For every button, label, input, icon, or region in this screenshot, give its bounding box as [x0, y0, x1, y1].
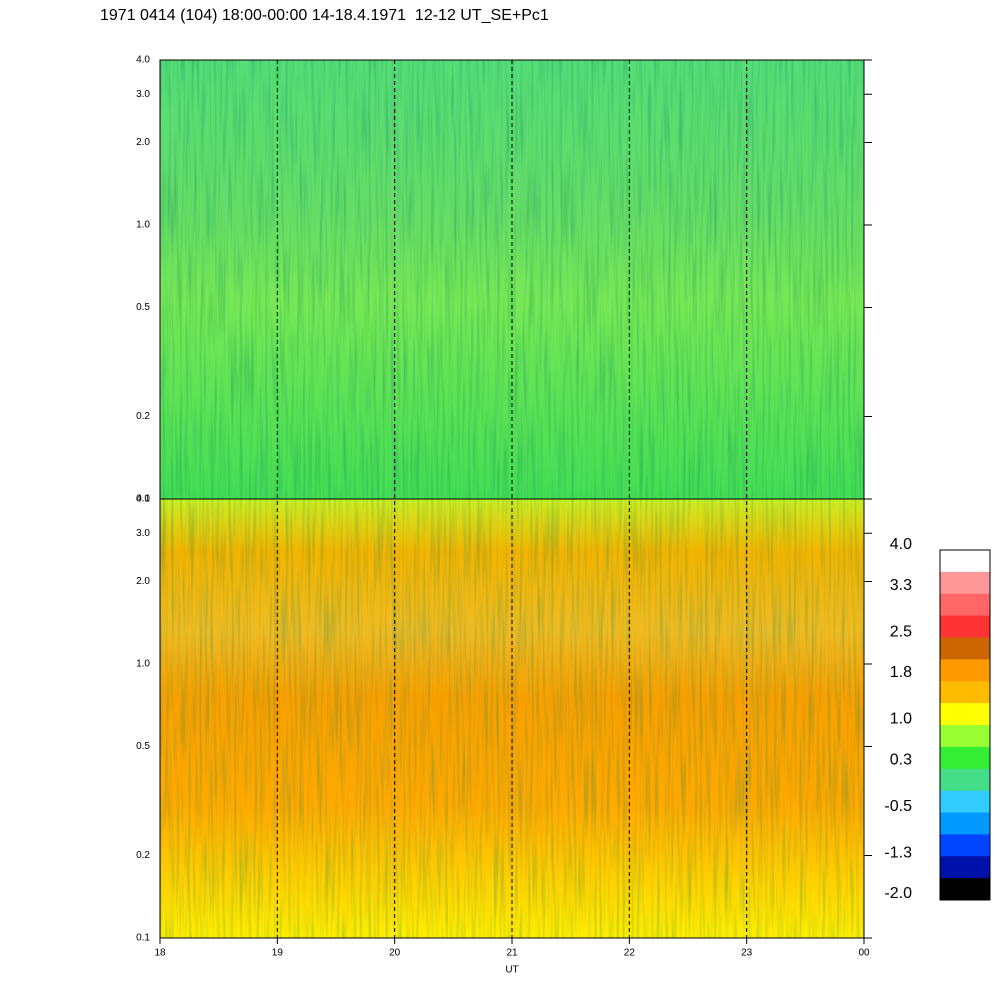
x-tick-label: 20: [389, 948, 401, 959]
colorbar-band: [940, 637, 990, 660]
y-tick-label: 0.1: [136, 494, 150, 505]
x-tick-label: 21: [506, 948, 518, 959]
y-tick-label: 0.1: [136, 933, 150, 944]
colorbar-label: 3.3: [890, 577, 912, 594]
y-tick-label: 0.5: [136, 302, 150, 313]
colorbar-band: [940, 615, 990, 638]
colorbar-label: 2.5: [890, 623, 912, 640]
colorbar-label: 0.3: [890, 751, 912, 768]
x-tick-label: 23: [741, 948, 753, 959]
x-tick-label: 19: [272, 948, 284, 959]
chart-title: 1971 0414 (104) 18:00-00:00 14-18.4.1971…: [100, 7, 549, 24]
y-tick-label: 1.0: [136, 220, 150, 231]
colorbar-label: -2.0: [884, 885, 912, 902]
colorbar-band: [940, 571, 990, 595]
colorbar-band: [940, 593, 990, 617]
colorbar-label: 1.8: [890, 664, 912, 681]
colorbar-band: [940, 725, 990, 748]
y-tick-label: 4.0: [136, 494, 150, 505]
colorbar-band: [940, 746, 990, 770]
y-tick-label: 3.0: [136, 528, 150, 539]
colorbar-band: [940, 812, 990, 835]
colorbar-label: 1.0: [890, 711, 912, 728]
colorbar-band: [940, 856, 990, 879]
colorbar-band: [940, 790, 990, 813]
colorbar-label: -0.5: [884, 798, 912, 815]
y-tick-label: 2.0: [136, 576, 150, 587]
colorbar-band: [940, 703, 990, 726]
colorbar-band: [940, 878, 990, 901]
colorbar-label: 4.0: [890, 536, 912, 553]
y-tick-label: 3.0: [136, 89, 150, 100]
y-tick-label: 0.2: [136, 850, 150, 861]
colorbar-band: [940, 834, 990, 857]
y-tick-label: 0.2: [136, 411, 150, 422]
colorbar-band: [940, 550, 990, 573]
colorbar-frame: [939, 549, 991, 901]
colorbar-band: [940, 768, 990, 792]
x-tick-label: 22: [624, 948, 636, 959]
x-tick-label: 18: [154, 948, 166, 959]
x-tick-label: 00: [858, 948, 870, 959]
y-tick-label: 1.0: [136, 659, 150, 670]
y-tick-label: 4.0: [136, 55, 150, 66]
colorbar-band: [940, 659, 990, 682]
colorbar-label: -1.3: [884, 845, 912, 862]
x-axis-label: UT: [505, 965, 518, 976]
y-tick-label: 2.0: [136, 137, 150, 148]
y-tick-label: 0.5: [136, 741, 150, 752]
colorbar-band: [940, 681, 990, 704]
